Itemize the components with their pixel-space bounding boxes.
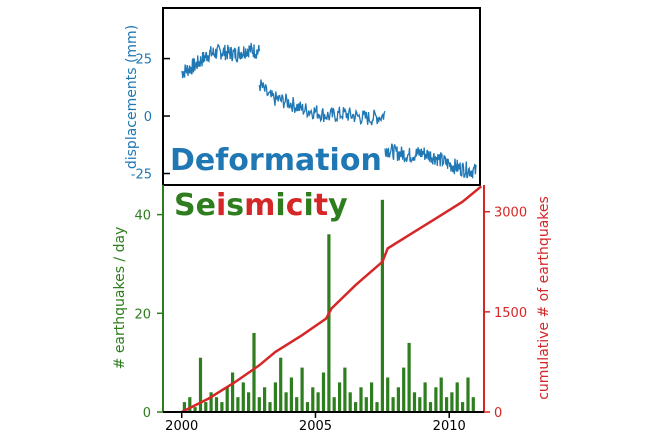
earthquake-bar	[252, 333, 256, 412]
earthquake-bar	[231, 372, 235, 412]
earthquake-bar	[343, 367, 347, 412]
deformation-y-tick-label: 0	[144, 110, 152, 125]
earthquake-bar	[428, 402, 433, 412]
earthquake-bar	[386, 377, 390, 412]
deformation-frame	[162, 7, 481, 186]
earthquake-bar	[263, 387, 267, 412]
earthquake-bar	[311, 387, 315, 412]
earthquake-bar	[423, 382, 427, 412]
deformation-y-axis-label: displacements (mm)	[124, 25, 140, 169]
earthquake-bar	[257, 397, 261, 412]
earthquake-bar	[268, 402, 272, 412]
earthquake-bar	[359, 387, 363, 412]
earthquake-bar	[439, 377, 443, 412]
seismicity-title: Seismicity	[174, 188, 348, 223]
seismicity-title-letter: i	[275, 188, 285, 223]
deformation-y-tick-label: 25	[135, 53, 152, 68]
earthquake-bar	[338, 382, 342, 412]
deformation-trace-segment	[384, 143, 477, 179]
earthquake-bar	[241, 382, 245, 412]
seismicity-x-tick-label: 2000	[165, 419, 198, 433]
seismicity-title-letter: S	[174, 188, 196, 223]
earthquake-bar	[289, 377, 293, 412]
earthquake-bar	[273, 382, 277, 412]
seismicity-title-letter: y	[328, 188, 348, 223]
earthquake-bar	[295, 397, 299, 412]
earthquake-bar	[188, 397, 192, 412]
seismicity-bars	[182, 199, 475, 412]
seismicity-title-letter: t	[314, 188, 328, 223]
earthquake-bar	[380, 199, 384, 412]
earthquake-bar	[364, 397, 368, 412]
seismicity-y-axis-label: # earthquakes / day	[112, 227, 128, 370]
seismicity-x-axis-ticks: 2000 2005 2010	[165, 412, 466, 433]
deformation-series	[181, 42, 477, 179]
earthquake-bar	[305, 402, 310, 412]
seismicity-y2-tick-label: 0	[494, 406, 502, 421]
earthquake-bar	[466, 377, 470, 412]
earthquake-bar	[220, 402, 224, 412]
deformation-y-tick-label: -25	[131, 168, 152, 183]
earthquake-bar	[300, 367, 304, 412]
earthquake-bar	[214, 397, 219, 412]
earthquake-bar	[418, 397, 422, 412]
earthquake-bar	[284, 392, 288, 412]
earthquake-bar	[402, 367, 406, 412]
seismicity-right-y-axis: 0 1500 3000	[484, 206, 527, 421]
seismicity-title-letter: c	[286, 188, 304, 223]
earthquake-bar	[412, 392, 417, 412]
seismicity-y-tick-label: 0	[143, 406, 151, 421]
earthquake-bar	[236, 397, 240, 412]
earthquake-bar	[327, 234, 331, 412]
earthquake-bar	[450, 392, 454, 412]
deformation-panel: 25 0 -25 displacements (mm) Deformation	[124, 7, 481, 186]
seismicity-x-tick-label: 2010	[433, 419, 466, 433]
seismicity-y2-tick-label: 1500	[494, 306, 527, 321]
earthquake-bar	[391, 397, 395, 412]
earthquake-bar	[461, 402, 465, 412]
cumulative-earthquakes-line	[181, 185, 483, 414]
earthquake-bar	[445, 397, 449, 412]
deformation-trace-segment	[181, 42, 260, 79]
earthquake-bar	[348, 392, 352, 412]
earthquake-bar	[332, 397, 336, 412]
seismicity-title-letter: s	[226, 188, 244, 223]
seismicity-y-tick-label: 40	[134, 209, 151, 224]
earthquake-bar	[434, 387, 438, 412]
earthquake-bar	[375, 402, 379, 412]
earthquake-bar	[182, 402, 186, 412]
earthquake-bar	[407, 342, 411, 412]
seismicity-title-letter: i	[303, 188, 313, 223]
earthquake-bar	[370, 382, 374, 412]
earthquake-bar	[354, 402, 358, 412]
seismicity-y2-axis-label: cumulative # of earthquakes	[536, 196, 552, 400]
earthquake-bar	[321, 372, 326, 412]
deformation-y-axis: 25 0 -25	[131, 53, 170, 183]
earthquake-bar	[455, 382, 459, 412]
deformation-trace-segment	[258, 79, 386, 126]
seismicity-left-y-axis: 0 20 40	[134, 209, 163, 421]
deformation-title: Deformation	[170, 143, 382, 178]
earthquake-bar	[316, 392, 320, 412]
seismicity-title-letter: m	[244, 188, 275, 223]
earthquake-bar	[471, 397, 475, 412]
earthquake-bar	[209, 392, 213, 412]
earthquake-bar	[225, 387, 229, 412]
seismicity-title-letter: i	[216, 188, 226, 223]
seismicity-y2-tick-label: 3000	[494, 206, 527, 221]
seismicity-title-letter: e	[196, 188, 216, 223]
earthquake-bar	[198, 357, 203, 412]
earthquake-bar	[193, 407, 197, 412]
seismicity-y-tick-label: 20	[134, 307, 151, 322]
seismicity-panel: 0 20 40 0 1500 3000 2000 2005 2010 # earthquak…	[112, 185, 552, 433]
earthquake-bar	[279, 357, 283, 412]
earthquake-bar	[396, 387, 400, 412]
seismicity-x-tick-label: 2005	[299, 419, 332, 433]
earthquake-bar	[247, 392, 251, 412]
earthquake-bar	[204, 402, 208, 412]
